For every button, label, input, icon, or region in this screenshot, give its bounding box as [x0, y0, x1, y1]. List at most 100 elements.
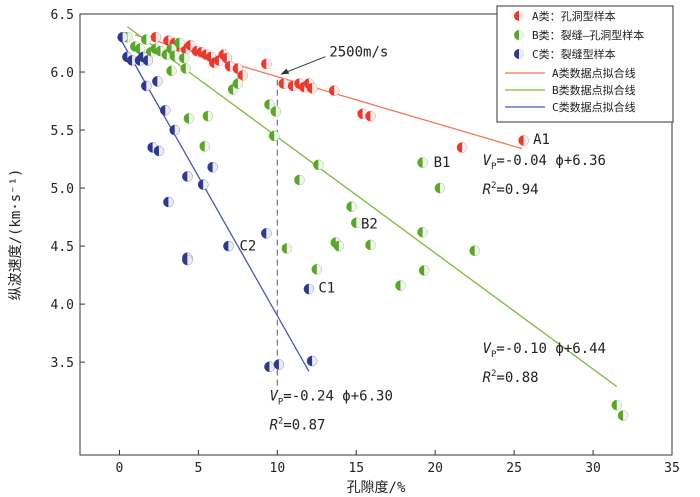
data-point-highlight	[308, 284, 314, 295]
fit-line	[126, 26, 618, 388]
data-point-highlight	[523, 135, 529, 146]
legend-label: B类：裂缝—孔洞型样本	[532, 28, 644, 42]
data-point-highlight	[312, 83, 318, 94]
data-point-highlight	[174, 125, 180, 136]
group-label: B2	[361, 217, 378, 233]
data-point-highlight	[147, 55, 153, 66]
r2-base: R	[483, 182, 491, 198]
data-point-highlight	[474, 245, 480, 256]
data-point-highlight	[127, 32, 133, 43]
data-point-highlight	[318, 159, 324, 170]
data-point-highlight	[226, 53, 232, 64]
y-tick-label: 6.5	[51, 8, 74, 23]
r2-val: =0.88	[496, 370, 538, 386]
data-point-highlight	[370, 111, 376, 122]
data-point-highlight	[278, 359, 284, 370]
legend-label: C类数据点拟合线	[552, 100, 636, 114]
data-point-highlight	[334, 85, 340, 96]
eq-v: V	[483, 341, 493, 357]
x-tick-label: 30	[585, 461, 601, 476]
fit-equation: VP=-0.24 ϕ+6.30	[269, 388, 392, 407]
data-point-highlight	[188, 113, 194, 124]
data-point-highlight	[187, 255, 193, 266]
data-point-highlight	[185, 63, 191, 74]
data-point-highlight	[370, 239, 376, 250]
data-point-highlight	[207, 111, 213, 122]
x-tick-label: 15	[348, 461, 364, 476]
x-tick-label: 20	[427, 461, 443, 476]
x-tick-label: 25	[506, 461, 522, 476]
eq-sub: P	[278, 397, 284, 407]
x-tick-label: 5	[194, 461, 202, 476]
legend-label: C类：裂缝型样本	[532, 47, 616, 61]
data-point-highlight	[623, 410, 629, 421]
legend-label: A类：孔洞型样本	[532, 9, 616, 23]
data-point-highlight	[338, 241, 344, 252]
x-tick-label: 0	[116, 461, 124, 476]
threshold-label: 2500m/s	[329, 45, 388, 61]
y-tick-label: 5.5	[51, 124, 74, 139]
eq-sub: P	[491, 162, 497, 172]
data-point-highlight	[212, 162, 218, 173]
data-point-highlight	[286, 243, 292, 254]
legend-marker-highlight	[519, 30, 524, 40]
data-point-highlight	[155, 32, 161, 43]
data-points	[117, 31, 629, 421]
axes: 0 5 10 15 20 25 30 35 3.5 4.0 4.5 5.0 5.5 6.0 6.5 孔隙度/%…	[8, 8, 680, 496]
y-tick-label: 6.0	[51, 66, 74, 81]
data-point-highlight	[462, 142, 468, 153]
fit-equation: VP=-0.10 ϕ+6.44	[483, 341, 606, 360]
data-point-highlight	[242, 70, 248, 81]
data-point-highlight	[157, 76, 163, 87]
eq-v: V	[269, 388, 279, 404]
r2-val: =0.87	[283, 417, 325, 433]
threshold-arrowhead	[280, 68, 290, 75]
r2-base: R	[269, 417, 277, 433]
x-tick-label: 10	[270, 461, 286, 476]
data-point-highlight	[203, 179, 209, 190]
data-point-highlight	[266, 58, 272, 69]
eq-body: =-0.04 ϕ+6.36	[496, 153, 606, 169]
data-point-highlight	[283, 78, 289, 89]
data-point-highlight	[424, 265, 430, 276]
data-point-highlight	[312, 355, 318, 366]
data-point-highlight	[122, 32, 128, 43]
group-label: C2	[239, 239, 256, 255]
data-point-highlight	[269, 361, 275, 372]
fit-line	[118, 36, 310, 372]
eq-v: V	[483, 153, 493, 169]
legend-label: B类数据点拟合线	[552, 83, 636, 97]
data-point-highlight	[356, 217, 362, 228]
data-point-highlight	[204, 141, 210, 152]
data-point-highlight	[184, 53, 190, 64]
data-point-highlight	[174, 50, 180, 61]
data-point-highlight	[146, 34, 152, 45]
r2-val: =0.94	[496, 182, 538, 198]
data-point-highlight	[400, 280, 406, 291]
data-point-highlight	[158, 145, 164, 156]
legend-marker-highlight	[519, 11, 524, 21]
data-point-highlight	[146, 80, 152, 91]
data-point-highlight	[616, 400, 622, 411]
fit-r2: R2=0.88	[483, 369, 539, 386]
group-label: B1	[434, 155, 451, 171]
r2-exp: 2	[491, 369, 496, 379]
data-point-highlight	[228, 241, 234, 252]
data-point-highlight	[139, 43, 145, 54]
fit-r2: R2=0.87	[269, 416, 325, 433]
y-tick-label: 4.0	[51, 298, 74, 313]
data-point-highlight	[316, 264, 322, 275]
data-point-highlight	[187, 171, 193, 182]
data-point-highlight	[266, 228, 272, 239]
fit-equation: VP=-0.04 ϕ+6.36	[483, 153, 606, 172]
group-label: C1	[318, 281, 335, 297]
y-axis-label: 纵波速度/(km·s⁻¹)	[8, 169, 24, 301]
r2-exp: 2	[278, 416, 283, 426]
eq-sub: P	[491, 350, 497, 360]
data-point-highlight	[299, 174, 305, 185]
r2-exp: 2	[491, 181, 496, 191]
data-point-highlight	[237, 78, 243, 89]
x-tick-label: 35	[664, 461, 680, 476]
data-point-highlight	[422, 157, 428, 168]
